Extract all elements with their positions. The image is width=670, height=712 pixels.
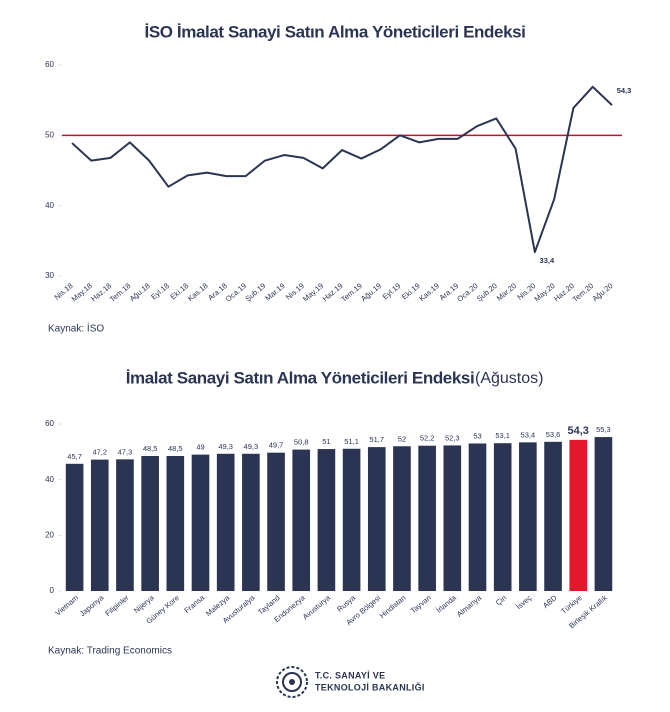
value-label: 48,5 xyxy=(168,444,183,453)
x-tick-label: Fransa xyxy=(182,593,206,615)
y-tick-label: 60 xyxy=(45,419,54,428)
x-tick-label: Çin xyxy=(494,593,508,607)
value-label: 49 xyxy=(196,443,204,452)
bar xyxy=(393,446,411,591)
value-label: 53,6 xyxy=(546,430,561,439)
bar xyxy=(544,441,562,591)
bar xyxy=(493,443,512,591)
value-label: 51 xyxy=(322,437,330,446)
x-tick-label: Tayvan xyxy=(409,593,433,615)
x-tick-label: Hindistan xyxy=(378,593,408,620)
value-label: 49,3 xyxy=(244,442,259,451)
bar xyxy=(141,456,159,591)
x-tick-label: Mar.19 xyxy=(263,281,286,303)
source: Kaynak: İSO xyxy=(48,322,104,335)
value-label: 47,2 xyxy=(92,448,107,457)
value-label: 53,1 xyxy=(495,431,510,440)
chart-title: İmalat Sanayi Satın Alma Yöneticileri En… xyxy=(126,368,475,387)
x-tick-label: Kas.18 xyxy=(186,281,210,303)
x-tick-label: Mar.20 xyxy=(495,281,518,303)
bar xyxy=(594,437,613,591)
x-tick-label: Oca.19 xyxy=(224,281,248,303)
x-tick-label: Ağu.20 xyxy=(591,281,615,303)
x-tick-label: Tem.18 xyxy=(108,281,133,304)
y-tick-label: 50 xyxy=(45,130,54,139)
bar xyxy=(166,456,185,591)
value-label: 50,8 xyxy=(294,438,309,447)
x-tick-label: Ağu.18 xyxy=(128,281,152,303)
bar xyxy=(90,459,109,591)
x-tick-label: Avusturya xyxy=(301,593,333,622)
bar xyxy=(267,452,285,591)
chart-title: İSO İmalat Sanayi Satın Alma Yöneticiler… xyxy=(145,22,526,41)
x-tick-label: Şub.19 xyxy=(243,281,267,303)
x-tick-label: Vietnam xyxy=(53,593,80,618)
value-label: 51,7 xyxy=(369,435,384,444)
chart-subtitle: (Ağustos) xyxy=(475,370,543,387)
y-tick-label: 40 xyxy=(45,475,54,484)
bar xyxy=(418,445,436,591)
value-label: 51,1 xyxy=(344,437,359,446)
x-tick-label: May.19 xyxy=(301,281,325,303)
x-tick-label: Kas.19 xyxy=(417,281,441,303)
bar xyxy=(216,453,235,591)
x-tick-label: Filipinler xyxy=(103,593,131,618)
value-label: 54,3 xyxy=(617,86,632,95)
x-tick-label: Eyl.19 xyxy=(381,281,403,301)
bar xyxy=(116,459,134,591)
x-tick-label: May.18 xyxy=(70,281,94,303)
source: Kaynak: Trading Economics xyxy=(48,646,172,657)
value-label: 48,5 xyxy=(143,444,158,453)
x-tick-label: Şub.20 xyxy=(475,281,499,303)
value-label: 54,3 xyxy=(568,425,589,437)
x-tick-label: May.20 xyxy=(532,281,556,303)
line-series xyxy=(71,85,613,254)
x-tick-label: Ağu.19 xyxy=(359,281,383,303)
x-tick-label: Tem.19 xyxy=(339,281,364,304)
bar xyxy=(242,453,260,591)
bar xyxy=(443,445,462,591)
value-label: 33,4 xyxy=(540,256,555,265)
bar xyxy=(317,449,336,591)
x-tick-label: Eyl.18 xyxy=(149,281,171,301)
bar xyxy=(367,447,386,591)
bar xyxy=(65,463,84,591)
logo xyxy=(276,666,308,698)
x-tick-label: Oca.20 xyxy=(455,281,479,303)
value-label: 52 xyxy=(398,434,406,443)
x-tick-label: İsveç xyxy=(514,593,533,611)
y-tick-label: 20 xyxy=(45,530,54,539)
value-label: 52,3 xyxy=(445,433,460,442)
value-label: 52,2 xyxy=(420,434,435,443)
x-tick-label: Japonya xyxy=(78,593,106,619)
y-tick-label: 30 xyxy=(45,271,54,280)
ministry-name: T.C. SANAYİ VE xyxy=(315,670,385,680)
x-tick-label: Almanya xyxy=(455,593,484,619)
ministry-name: TEKNOLOJİ BAKANLIĞI xyxy=(315,681,425,692)
value-label: 47,3 xyxy=(118,447,133,456)
y-tick-label: 60 xyxy=(45,60,54,69)
bar xyxy=(292,449,311,591)
value-label: 49,7 xyxy=(269,441,284,450)
bar xyxy=(191,454,210,591)
value-label: 53 xyxy=(473,431,481,440)
value-label: 49,3 xyxy=(218,442,233,451)
value-label: 45,7 xyxy=(67,452,82,461)
bar xyxy=(468,443,487,591)
x-tick-label: ABD xyxy=(541,593,559,610)
bar xyxy=(342,448,361,591)
value-label: 55,3 xyxy=(596,425,611,434)
bar xyxy=(519,442,537,591)
value-label: 53,4 xyxy=(521,430,536,439)
x-tick-label: Tem.20 xyxy=(571,281,596,304)
y-tick-label: 0 xyxy=(50,586,55,595)
y-tick-label: 40 xyxy=(45,201,54,210)
bar xyxy=(569,439,588,591)
